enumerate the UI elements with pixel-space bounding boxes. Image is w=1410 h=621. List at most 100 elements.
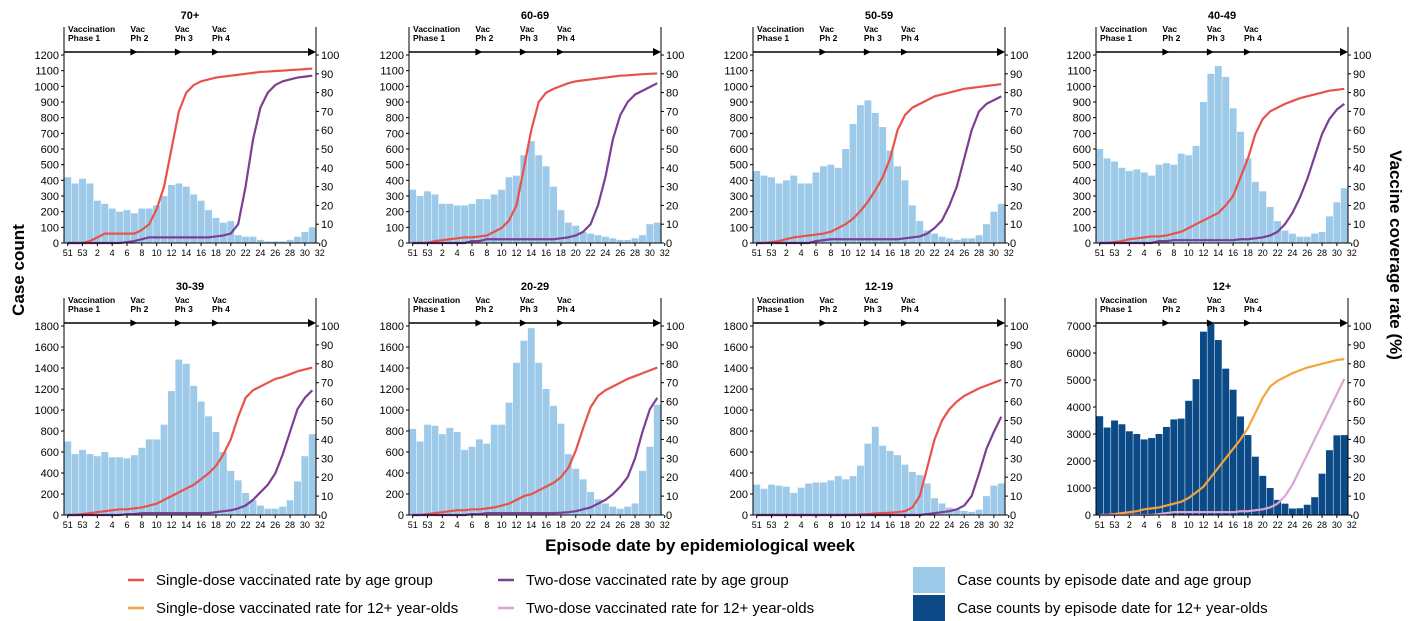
case-bar xyxy=(123,210,131,243)
x-tick-label: 28 xyxy=(974,248,984,258)
case-bar xyxy=(271,508,279,515)
y2-tick-label: 60 xyxy=(321,125,333,137)
case-bar xyxy=(542,389,550,515)
case-bar xyxy=(1237,416,1244,515)
case-bar xyxy=(550,405,557,515)
x-tick-label: 18 xyxy=(556,248,566,258)
y2-tick-label: 20 xyxy=(321,472,333,484)
case-bar xyxy=(301,232,309,243)
y-tick-label: 900 xyxy=(730,97,748,109)
x-tick-label: 32 xyxy=(1347,520,1357,530)
case-bar xyxy=(639,235,646,243)
case-bar xyxy=(1125,170,1133,243)
y-tick-label: 400 xyxy=(730,468,748,480)
case-bar xyxy=(646,224,654,243)
x-tick-label: 32 xyxy=(315,248,325,258)
case-bar xyxy=(886,150,894,243)
case-bar xyxy=(490,194,498,243)
legend-swatch xyxy=(913,567,945,593)
case-bar xyxy=(923,230,931,243)
y2-tick-label: 10 xyxy=(1353,491,1365,503)
case-bar xyxy=(624,239,632,243)
y2-tick-label: 60 xyxy=(1353,125,1365,137)
x-tick-label: 28 xyxy=(1317,520,1327,530)
phase-marker xyxy=(211,48,219,56)
case-bar xyxy=(483,443,491,515)
case-bar xyxy=(1192,379,1200,515)
phase-marker xyxy=(556,48,564,56)
case-bar xyxy=(631,238,639,243)
chart-panel: 60-6901002003004005006007008009001000110… xyxy=(380,10,685,258)
y-tick-label: 600 xyxy=(41,447,59,459)
y-tick-label: 1200 xyxy=(380,50,404,62)
y-tick-label: 100 xyxy=(730,222,748,234)
case-bar xyxy=(894,455,901,515)
case-bar xyxy=(71,454,79,515)
case-bar xyxy=(1207,73,1215,243)
y-tick-label: 900 xyxy=(1073,97,1091,109)
x-tick-label: 53 xyxy=(423,520,433,530)
case-bar xyxy=(1281,503,1289,515)
x-tick-label: 6 xyxy=(813,248,818,258)
x-tick-label: 26 xyxy=(959,520,969,530)
case-bar xyxy=(64,441,72,515)
y2-tick-label: 0 xyxy=(1353,238,1359,250)
case-bar xyxy=(834,167,842,243)
x-tick-label: 2 xyxy=(440,520,445,530)
y-tick-label: 1000 xyxy=(380,81,404,93)
phase-label: Vac xyxy=(864,295,879,305)
x-tick-label: 20 xyxy=(915,248,925,258)
y2-tick-label: 60 xyxy=(1353,397,1365,409)
case-bar xyxy=(424,424,431,515)
phase-marker xyxy=(174,319,182,327)
phase-marker xyxy=(130,48,138,56)
phase-label: Vaccination xyxy=(413,295,460,305)
phase-arrowhead xyxy=(997,48,1005,56)
y2-tick-label: 30 xyxy=(1353,453,1365,465)
phase-label: Vac xyxy=(475,295,490,305)
x-tick-label: 30 xyxy=(1332,520,1342,530)
case-bar xyxy=(1155,434,1163,515)
y2-tick-label: 80 xyxy=(321,359,333,371)
case-bar xyxy=(975,235,983,243)
case-bar xyxy=(130,455,138,515)
case-bar xyxy=(938,503,946,515)
y-tick-label: 700 xyxy=(1073,128,1091,140)
y-tick-label: 600 xyxy=(41,144,59,156)
case-bar xyxy=(842,149,850,243)
y-tick-label: 100 xyxy=(41,222,59,234)
case-bar xyxy=(294,236,301,243)
x-tick-label: 32 xyxy=(1347,248,1357,258)
x-tick-label: 24 xyxy=(944,520,954,530)
case-bar xyxy=(827,480,835,515)
phase-arrowhead xyxy=(653,319,661,327)
x-tick-label: 12 xyxy=(511,248,521,258)
y-tick-label: 1000 xyxy=(35,81,59,93)
case-bar xyxy=(490,424,498,515)
phase-marker xyxy=(1162,319,1170,327)
x-tick-label: 18 xyxy=(900,520,910,530)
phase-label: Ph 2 xyxy=(819,304,837,314)
x-tick-label: 18 xyxy=(1243,520,1253,530)
phase-label: Vac xyxy=(520,295,535,305)
x-tick-label: 4 xyxy=(455,248,460,258)
case-bar xyxy=(871,112,879,243)
x-tick-label: 51 xyxy=(408,248,418,258)
case-bar xyxy=(1311,497,1319,515)
phase-marker xyxy=(475,319,483,327)
phase-label: Phase 1 xyxy=(1100,304,1132,314)
case-bar xyxy=(1170,164,1178,243)
phase-label: Vac xyxy=(901,295,916,305)
y2-tick-label: 70 xyxy=(1010,378,1022,390)
case-bar xyxy=(587,491,595,515)
phase-label: Ph 2 xyxy=(1162,33,1180,43)
x-tick-label: 28 xyxy=(285,248,295,258)
y-tick-label: 300 xyxy=(386,191,404,203)
y2-tick-label: 40 xyxy=(666,163,678,175)
y2-tick-label: 20 xyxy=(1010,472,1022,484)
y-tick-label: 800 xyxy=(386,426,404,438)
y2-tick-label: 60 xyxy=(666,397,678,409)
case-bar xyxy=(1318,473,1326,515)
case-bar xyxy=(931,498,939,515)
phase-label: Phase 1 xyxy=(1100,33,1132,43)
